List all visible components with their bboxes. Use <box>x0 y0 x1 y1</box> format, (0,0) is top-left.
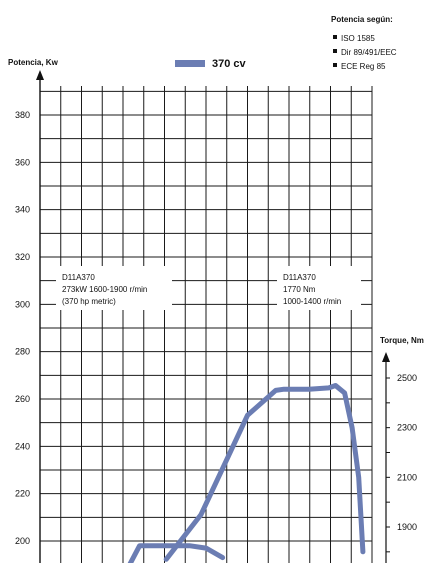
power-annotation-line: (370 hp metric) <box>62 297 116 306</box>
left-tick-label: 380 <box>15 110 30 120</box>
standards-legend: Potencia según: ISO 1585 Dir 89/491/EEC … <box>331 15 397 71</box>
left-tick-label: 200 <box>15 536 30 546</box>
right-axis-arrow-icon <box>382 352 390 362</box>
power-annotation-line: 273kW 1600-1900 r/min <box>62 285 147 294</box>
bullet-icon <box>333 49 337 53</box>
left-tick-label: 260 <box>15 394 30 404</box>
standard-item: ECE Reg 85 <box>341 62 386 71</box>
torque-annotation-line: 1770 Nm <box>283 285 316 294</box>
series-legend-label: 370 cv <box>212 58 247 70</box>
left-axis-label: Potencia, Kw <box>8 58 59 67</box>
standard-item: Dir 89/491/EEC <box>341 48 397 57</box>
left-tick-label: 300 <box>15 299 30 309</box>
left-tick-label: 240 <box>15 441 30 451</box>
power-annotation-line: D11A370 <box>62 273 95 282</box>
grid <box>36 70 372 563</box>
left-axis-arrow-icon <box>36 70 44 80</box>
right-tick-label: 2300 <box>397 423 417 433</box>
power-annotation: D11A370 273kW 1600-1900 r/min (370 hp me… <box>56 266 172 310</box>
series-swatch <box>175 60 205 67</box>
right-tick-label: 1900 <box>397 522 417 532</box>
torque-annotation-line: D11A370 <box>283 273 316 282</box>
standards-title: Potencia según: <box>331 15 393 24</box>
series-legend: 370 cv <box>175 58 247 70</box>
left-tick-label: 320 <box>15 252 30 262</box>
right-axis-label: Torque, Nm <box>380 336 424 345</box>
torque-curve <box>166 386 363 560</box>
bullet-icon <box>333 63 337 67</box>
right-axis: 1900 2100 2300 2500 <box>382 352 417 563</box>
left-axis-ticks: 200 220 240 260 280 300 320 340 360 380 <box>15 110 30 546</box>
left-tick-label: 360 <box>15 157 30 167</box>
standard-item: ISO 1585 <box>341 34 375 43</box>
torque-annotation-line: 1000-1400 r/min <box>283 297 341 306</box>
left-tick-label: 340 <box>15 205 30 215</box>
left-tick-label: 280 <box>15 347 30 357</box>
bullet-icon <box>333 35 337 39</box>
torque-annotation: D11A370 1770 Nm 1000-1400 r/min <box>277 266 361 310</box>
right-tick-label: 2500 <box>397 373 417 383</box>
right-tick-label: 2100 <box>397 472 417 482</box>
left-tick-label: 220 <box>15 489 30 499</box>
